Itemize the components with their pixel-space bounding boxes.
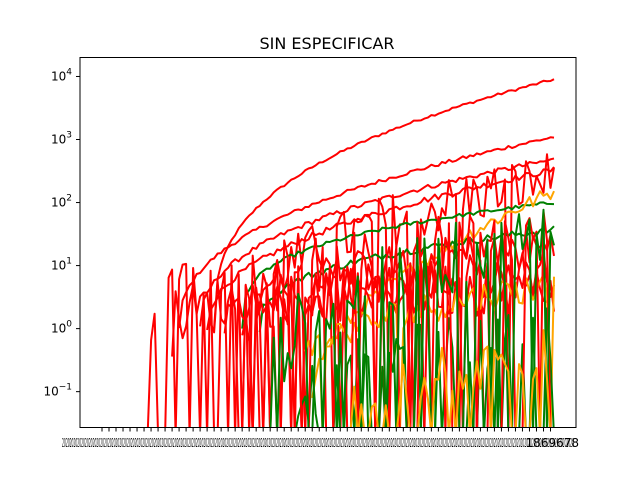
series-line — [348, 329, 551, 428]
x-tick-labels-overlap: 2020202020202020202020202020202020202020… — [62, 436, 574, 450]
chart-title: SIN ESPECIFICAR — [260, 34, 395, 53]
series-layer — [146, 78, 555, 428]
plot-frame — [79, 57, 577, 428]
x-tick-label-last: 1869678 — [526, 436, 579, 450]
y-tick-label: 104 — [51, 67, 72, 83]
series-line — [269, 208, 555, 428]
y-tick-label: 103 — [51, 131, 72, 147]
series-line — [213, 78, 555, 329]
x-axis — [101, 427, 551, 432]
y-tick-label: 100 — [51, 320, 72, 336]
y-tick-label: 101 — [51, 257, 72, 273]
series-line — [178, 136, 555, 329]
y-tick-label: 102 — [51, 194, 72, 210]
series-line — [241, 201, 555, 329]
y-tick-label: 10−1 — [43, 383, 72, 399]
y-axis: 10−1 100 101 102 103 104 — [43, 67, 80, 399]
series-line — [255, 153, 555, 428]
series-line — [223, 228, 555, 428]
series-line — [171, 261, 555, 428]
